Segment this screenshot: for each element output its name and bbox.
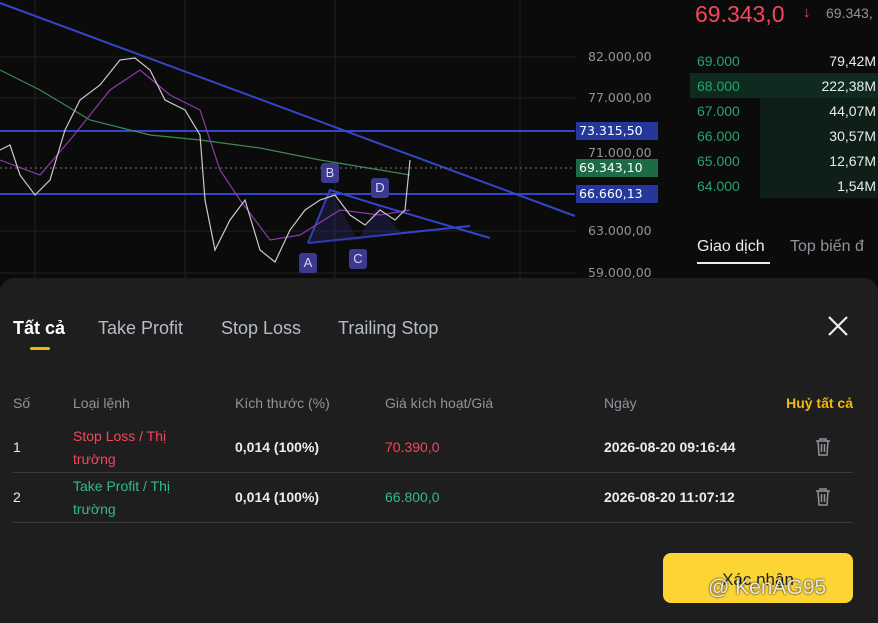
- depth-bar: [690, 73, 878, 98]
- delete-button[interactable]: [814, 437, 832, 457]
- column-header: Loại lệnh: [73, 395, 130, 411]
- order-type: Take Profit / Thị trường: [73, 478, 171, 517]
- price-label: 59.000,00: [588, 265, 652, 280]
- price-chart: [0, 0, 575, 280]
- row-number: 2: [13, 489, 21, 505]
- sheet-tab[interactable]: Tất cả: [13, 318, 66, 338]
- order-date: 2026-08-20 11:07:12: [604, 489, 735, 505]
- depth-bar: [760, 98, 878, 198]
- cancel-all[interactable]: Huỷ tất cả: [786, 395, 853, 411]
- order-size: 0,014 (100%): [235, 439, 320, 455]
- price-label: 73.315,50: [576, 122, 658, 140]
- ob-amount: 30,57M: [829, 128, 876, 144]
- ob-price: 67.000: [697, 103, 740, 119]
- price-label: 69.343,10: [576, 159, 658, 177]
- trigger-price: 70.390,0: [385, 439, 440, 455]
- price-label: 66.660,13: [576, 185, 658, 203]
- order-type: Stop Loss / Thị trường: [73, 428, 167, 467]
- ob-price: 68.000: [697, 78, 740, 94]
- sheet-tab[interactable]: Take Profit: [98, 318, 184, 338]
- confirm-button[interactable]: Xác nhận: [663, 553, 853, 603]
- tab-underline: [697, 262, 770, 264]
- trigger-price: 66.800,0: [385, 489, 440, 505]
- close-button[interactable]: [827, 315, 849, 337]
- pattern-label: D: [371, 178, 389, 198]
- down-arrow: ↓: [803, 4, 811, 21]
- ob-amount: 222,38M: [821, 78, 876, 94]
- column-header: Ngày: [604, 395, 637, 411]
- sheet-tab[interactable]: Stop Loss: [221, 318, 302, 338]
- column-header: Kích thước (%): [235, 395, 330, 411]
- row-number: 1: [13, 439, 21, 455]
- delete-button[interactable]: [814, 487, 832, 507]
- market-tab[interactable]: Top biến đ: [790, 238, 864, 255]
- ob-amount: 44,07M: [829, 103, 876, 119]
- column-header: Giá kích hoạt/Giá: [385, 395, 494, 411]
- ob-price: 64.000: [697, 178, 740, 194]
- price-label: 77.000,00: [588, 90, 652, 105]
- tab-indicator: [30, 347, 50, 350]
- price-label: 63.000,00: [588, 223, 652, 238]
- sheet-tab[interactable]: Trailing Stop: [338, 318, 439, 338]
- order-size: 0,014 (100%): [235, 489, 320, 505]
- ob-price: 65.000: [697, 153, 740, 169]
- pattern-label: A: [299, 253, 317, 273]
- watermark: @ KenAG95: [708, 576, 827, 599]
- ob-amount: 12,67M: [829, 153, 876, 169]
- ob-price: 66.000: [697, 128, 740, 144]
- ob-amount: 79,42M: [829, 53, 876, 69]
- column-header: Số: [13, 395, 31, 411]
- pattern-label: C: [349, 249, 367, 269]
- pattern-label: B: [321, 163, 339, 183]
- price-label: 71.000,00: [588, 145, 652, 160]
- ob-amount: 1,54M: [837, 178, 876, 194]
- price-label: 82.000,00: [588, 49, 652, 64]
- ob-price: 69.000: [697, 53, 740, 69]
- divider: [13, 522, 853, 523]
- last-price-secondary: 69.343,: [826, 5, 873, 21]
- market-tab[interactable]: Giao dịch: [697, 238, 765, 255]
- divider: [13, 472, 853, 473]
- last-price: 69.343,0: [695, 1, 785, 27]
- order-date: 2026-08-20 09:16:44: [604, 439, 736, 455]
